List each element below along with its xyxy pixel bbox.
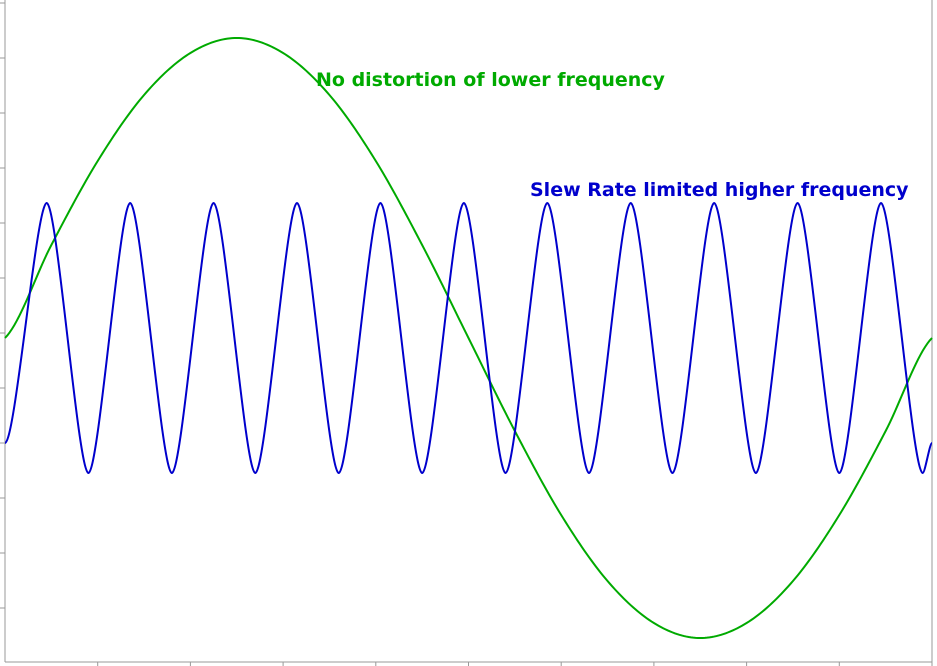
series-line-high-frequency	[4, 201, 933, 475]
annotation-low-frequency: No distortion of lower frequency	[316, 69, 666, 91]
annotation-high-frequency: Slew Rate limited higher frequency	[530, 179, 909, 201]
series-line-low-frequency	[4, 36, 933, 640]
